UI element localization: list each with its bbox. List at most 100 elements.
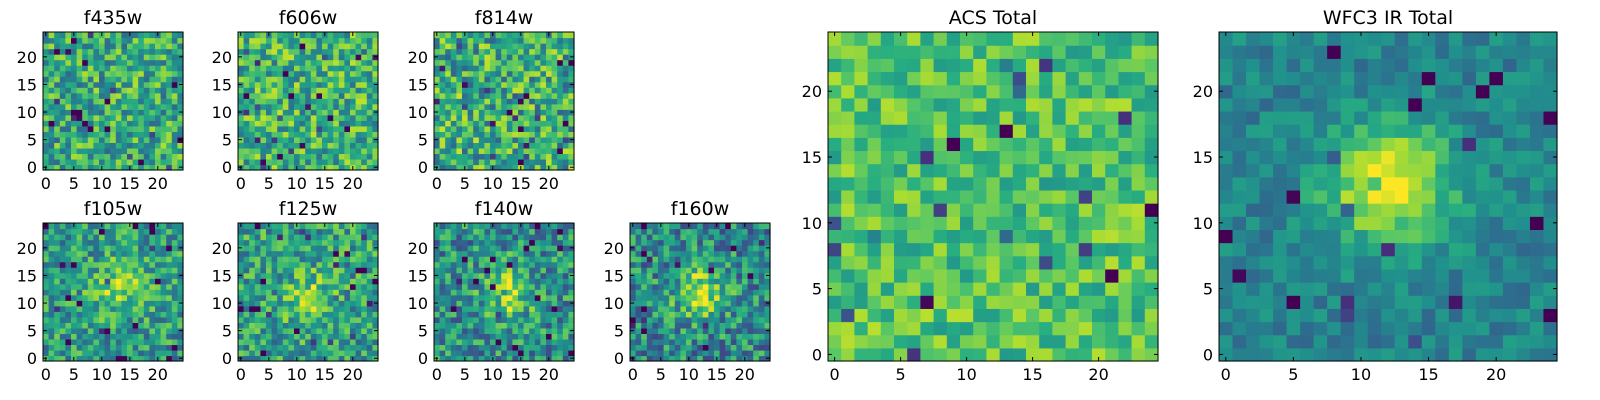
- heatmap-cell: [719, 256, 726, 263]
- heatmap-cell: [462, 147, 469, 155]
- heatmap-cell: [557, 59, 564, 66]
- heatmap-cell: [288, 92, 295, 99]
- heatmap-cell: [260, 65, 267, 72]
- heatmap-cell: [104, 164, 111, 171]
- heatmap-cell: [143, 245, 150, 252]
- heatmap-cell: [322, 136, 329, 143]
- heatmap-cell: [355, 322, 362, 329]
- heatmap-cell: [99, 245, 106, 252]
- heatmap-cell: [160, 81, 167, 88]
- heatmap-cell: [736, 239, 743, 246]
- heatmap-cell: [439, 92, 446, 99]
- heatmap-cell: [366, 43, 373, 50]
- heatmap-cell: [490, 267, 497, 274]
- heatmap-cell: [439, 142, 446, 149]
- heatmap-cell: [546, 267, 553, 274]
- heatmap-cell: [445, 109, 452, 116]
- heatmap-cell: [282, 261, 289, 268]
- heatmap-cell: [322, 120, 329, 127]
- heatmap-cell: [160, 305, 167, 312]
- heatmap-cell: [562, 103, 569, 110]
- heatmap-cell: [501, 267, 508, 274]
- heatmap-cell: [1144, 242, 1159, 257]
- heatmap-cell: [562, 65, 569, 72]
- heatmap-cell: [155, 278, 162, 285]
- heatmap-cell: [894, 229, 908, 244]
- heatmap-cell: [127, 228, 134, 235]
- heatmap-cell: [880, 321, 895, 336]
- heatmap-cell: [355, 120, 362, 127]
- heatmap-cell: [658, 250, 665, 257]
- heatmap-cell: [316, 239, 323, 246]
- heatmap-cell: [127, 272, 134, 279]
- heatmap-cell: [288, 120, 295, 127]
- heatmap-cell: [294, 256, 301, 263]
- heatmap-cell: [355, 65, 362, 72]
- heatmap-cell: [266, 92, 273, 99]
- heatmap-cell: [333, 136, 340, 143]
- y-tick-label: 0: [27, 158, 37, 177]
- heatmap-cell: [93, 153, 100, 160]
- heatmap-cell: [310, 250, 317, 257]
- heatmap-cell: [1065, 216, 1080, 230]
- heatmap-cell: [327, 267, 334, 274]
- heatmap-cell: [747, 327, 754, 334]
- heatmap-cell: [506, 289, 513, 296]
- heatmap-cell: [48, 289, 55, 296]
- heatmap-cell: [478, 283, 485, 290]
- heatmap-cell: [764, 250, 771, 257]
- heatmap-cell: [316, 267, 323, 274]
- heatmap-cell: [271, 250, 278, 257]
- x-tick-label: 20: [539, 365, 559, 384]
- heatmap-cell: [166, 283, 173, 290]
- heatmap-cells: [43, 32, 184, 171]
- heatmap-cell: [646, 256, 653, 263]
- heatmap-cell: [93, 294, 100, 301]
- heatmap-cell: [501, 153, 508, 160]
- heatmap-cell: [473, 234, 480, 241]
- heatmap-cell: [445, 142, 452, 149]
- heatmap-cell: [277, 48, 284, 55]
- heatmap-cell: [316, 131, 323, 138]
- heatmap-cell: [48, 250, 55, 257]
- heatmap-cell: [680, 239, 687, 246]
- heatmap-cell: [518, 228, 525, 235]
- heatmap-cell: [674, 344, 681, 351]
- heatmap-cell: [110, 305, 117, 312]
- heatmap-cell: [669, 344, 676, 351]
- heatmap-cell: [350, 158, 357, 166]
- heatmap-cell: [669, 256, 676, 263]
- heatmap-cell: [663, 349, 670, 357]
- heatmap-cell: [484, 300, 491, 307]
- heatmap-cell: [867, 255, 882, 270]
- heatmap-cell: [534, 289, 541, 296]
- heatmap-cell: [166, 311, 173, 318]
- heatmap-cell: [736, 311, 743, 318]
- heatmap-cell: [518, 81, 525, 88]
- heatmap-cell: [82, 153, 89, 160]
- heatmap-cell: [686, 256, 693, 263]
- heatmap-cell: [310, 54, 317, 61]
- heatmap-cell: [534, 81, 541, 88]
- heatmap-cell: [327, 142, 334, 149]
- heatmap-cell: [149, 43, 156, 50]
- heatmap-cell: [238, 311, 245, 318]
- heatmap-cell: [288, 228, 295, 235]
- x-tick-label: 10: [92, 365, 112, 384]
- heatmap-cell: [59, 147, 66, 155]
- heatmap-cell: [680, 300, 687, 307]
- heatmap-cell: [490, 327, 497, 334]
- heatmap-cell: [736, 250, 743, 257]
- heatmap-cell: [462, 98, 469, 105]
- heatmap-cell: [333, 256, 340, 263]
- heatmap-cell: [350, 250, 357, 257]
- heatmap-cell: [495, 48, 502, 55]
- heatmap-cell: [366, 300, 373, 307]
- heatmap-cell: [506, 109, 513, 116]
- heatmap-cell: [305, 37, 312, 44]
- heatmap-cell: [143, 228, 150, 235]
- heatmap-cell: [299, 87, 306, 94]
- heatmap-cell: [294, 59, 301, 66]
- heatmap-cell: [243, 153, 250, 160]
- heatmap-cell: [1131, 216, 1146, 230]
